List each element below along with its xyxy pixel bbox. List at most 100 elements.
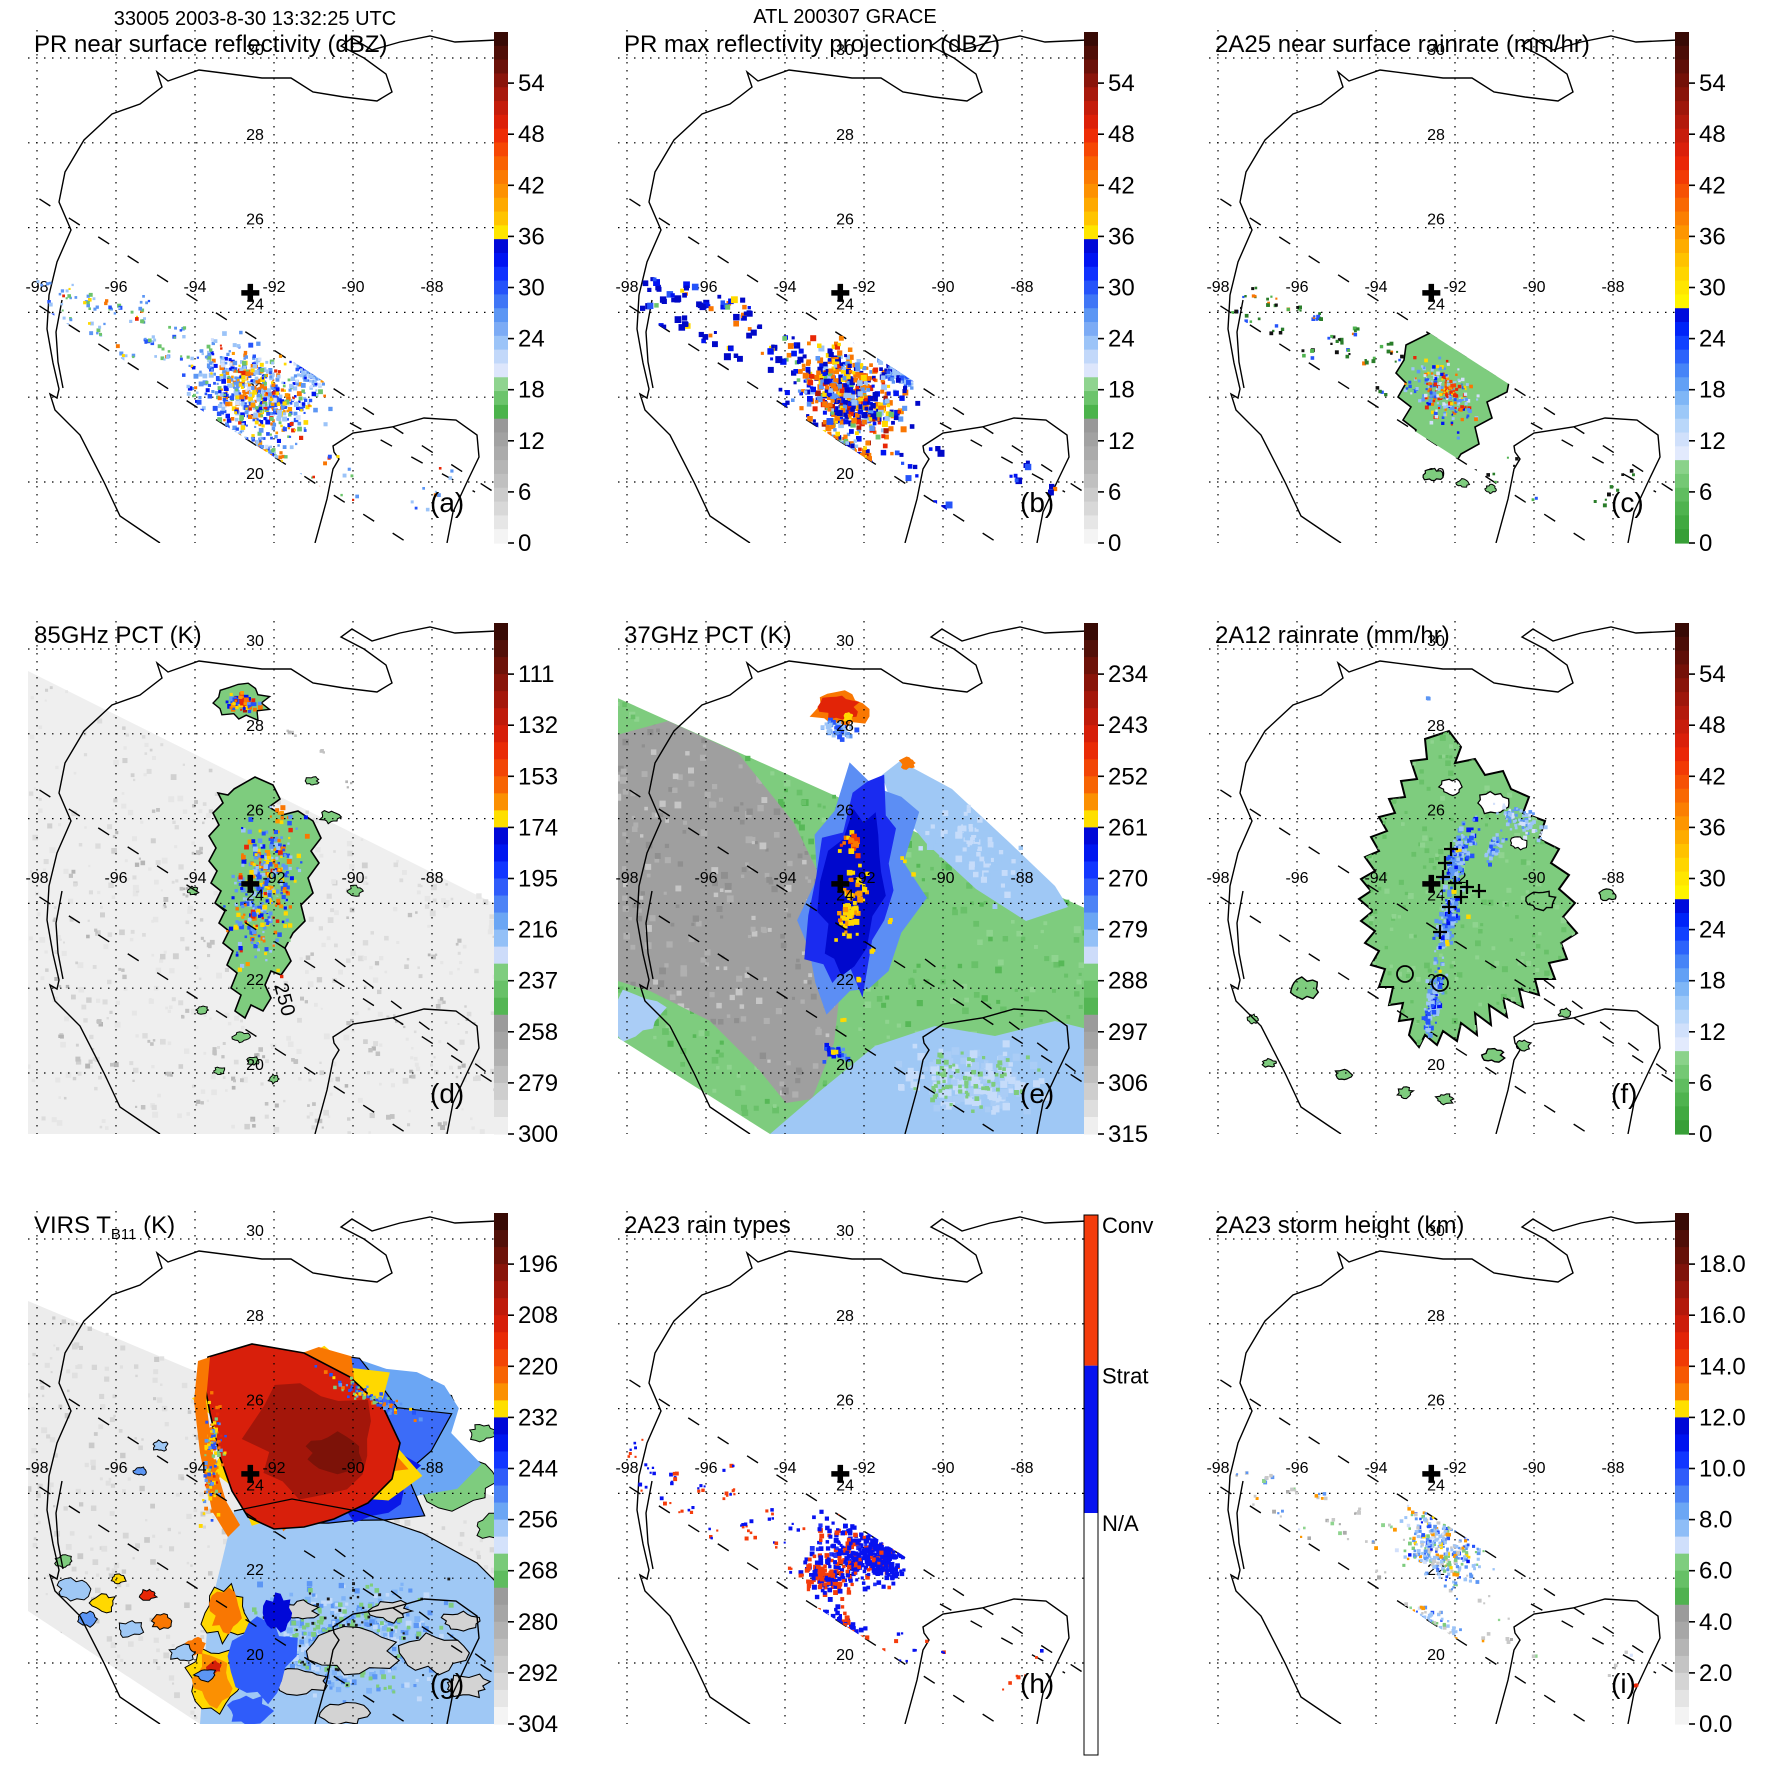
lon-label: -96 xyxy=(694,870,717,887)
lon-label: -92 xyxy=(1443,279,1466,296)
local-max-marker xyxy=(1472,884,1486,898)
colorbar-tick-label: 42 xyxy=(1108,172,1135,199)
lon-label: -98 xyxy=(25,1460,48,1477)
storm-center-marker xyxy=(241,1464,260,1483)
map-field xyxy=(1246,729,1617,1106)
field-blob xyxy=(346,884,365,897)
colorbar-tick-label: 24 xyxy=(1699,917,1726,944)
colorbar-tick-label: 195 xyxy=(518,866,558,893)
lat-label: 30 xyxy=(836,633,854,650)
panel-f: -98-96-94-92-90-883028262422202A12 rainr… xyxy=(1181,591,1771,1181)
panel-letter: (d) xyxy=(430,1078,464,1109)
graticule xyxy=(28,1211,497,1724)
lat-label: 30 xyxy=(1427,42,1445,59)
lat-label: 26 xyxy=(1427,212,1445,229)
colorbar: 54 48 42 36 30 24 18 12 6 0 xyxy=(1675,32,1726,557)
panel-title: 2A12 rainrate (mm/hr) xyxy=(1215,622,1450,649)
colorbar-category-label: N/A xyxy=(1102,1511,1139,1536)
lon-label: -98 xyxy=(25,279,48,296)
lat-label: 26 xyxy=(246,212,264,229)
field-blob xyxy=(618,989,667,1042)
lat-label: 30 xyxy=(1427,633,1445,650)
lon-label: -88 xyxy=(1010,870,1033,887)
lat-label: 20 xyxy=(246,1647,264,1664)
coastline xyxy=(46,35,497,543)
lon-label: -92 xyxy=(852,1460,875,1477)
colorbar-tick-label: 54 xyxy=(1699,70,1726,97)
lon-label: -88 xyxy=(420,279,443,296)
field-blob xyxy=(1289,976,1320,1001)
colorbar-tick-label: 36 xyxy=(1108,223,1135,250)
colorbar-tick-label: 279 xyxy=(1108,917,1148,944)
lon-label: -88 xyxy=(1601,279,1624,296)
lat-label: 22 xyxy=(836,972,854,989)
field-blob xyxy=(186,885,200,896)
field-blob xyxy=(246,1056,260,1066)
lon-label: -92 xyxy=(852,279,875,296)
lon-label: -90 xyxy=(341,279,364,296)
lon-label: -96 xyxy=(694,1460,717,1477)
colorbar-tick-label: 132 xyxy=(518,712,558,739)
map-field xyxy=(618,690,1087,1134)
colorbar-tick-label: 18 xyxy=(518,377,545,404)
colorbar-tick-label: 237 xyxy=(518,968,558,995)
colorbar-tick-label: 261 xyxy=(1108,814,1148,841)
colorbar-tick-label: 0 xyxy=(518,530,531,557)
field-polygon xyxy=(194,1357,240,1537)
field-blob xyxy=(397,1632,471,1676)
lon-label: -94 xyxy=(183,279,206,296)
panel-i: -98 -96 -94 -92 -90 -88 30 28 26 24 22 20 2A23 storm… xyxy=(1181,1181,1771,1771)
colorbar-tick-label: 4.0 xyxy=(1699,1609,1732,1636)
swath-dashes xyxy=(28,781,497,1134)
colorbar: Conv Strat N/A xyxy=(1083,1213,1153,1756)
field-blob xyxy=(77,1610,99,1628)
panel-svg-a: -98-96-94-92-90-88302826242220PR near su… xyxy=(25,30,545,557)
colorbar-tick-label: 234 xyxy=(1108,661,1148,688)
colorbar-tick-label: 300 xyxy=(518,1121,558,1148)
colorbar-tick-label: 18.0 xyxy=(1699,1251,1746,1278)
storm-center-marker xyxy=(831,874,850,893)
lat-label: 30 xyxy=(246,42,264,59)
panel-title: 85GHz PCT (K) xyxy=(34,622,202,649)
storm-center-marker xyxy=(241,283,260,302)
field-blob xyxy=(1598,888,1617,902)
colorbar-tick-label: 232 xyxy=(518,1404,558,1431)
graticule xyxy=(618,1211,1087,1724)
lat-label: 28 xyxy=(1427,1308,1445,1325)
colorbar-tick-label: 6 xyxy=(1108,479,1121,506)
lat-label: 28 xyxy=(836,718,854,735)
coastline xyxy=(1227,626,1678,1134)
lat-label: 26 xyxy=(836,212,854,229)
colorbar: 54 48 42 36 30 24 18 12 6 0 xyxy=(1084,32,1135,557)
lat-label: 26 xyxy=(246,1393,264,1410)
field-blob xyxy=(1525,890,1557,912)
lon-label: -90 xyxy=(341,1460,364,1477)
coastline xyxy=(636,626,1087,1134)
field-blob xyxy=(267,1073,280,1085)
lon-label: -92 xyxy=(262,870,285,887)
graticule xyxy=(618,30,1087,543)
lat-label: 20 xyxy=(836,466,854,483)
lon-label: -90 xyxy=(1522,1460,1545,1477)
colorbar-tick-label: 288 xyxy=(1108,968,1148,995)
colorbar-tick-label: 6 xyxy=(1699,1070,1712,1097)
lon-label: -96 xyxy=(1285,870,1308,887)
data-overlay xyxy=(1396,696,1548,1038)
colorbar-tick-label: 30 xyxy=(518,275,545,302)
lon-label: -94 xyxy=(1364,870,1387,887)
lon-label: -96 xyxy=(104,1460,127,1477)
swath-dashes xyxy=(28,1371,497,1724)
lon-label: -92 xyxy=(1443,1460,1466,1477)
circle-marker xyxy=(1431,974,1449,992)
panel-letter: (e) xyxy=(1020,1078,1054,1109)
local-max-marker xyxy=(1438,856,1452,870)
lat-label: 20 xyxy=(836,1647,854,1664)
panel-letter: (h) xyxy=(1020,1668,1054,1699)
field-blob xyxy=(1480,1047,1506,1063)
panel-a: -98-96-94-92-90-88302826242220PR near su… xyxy=(0,0,590,590)
field-blob xyxy=(305,1431,362,1475)
colorbar-tick-label: 36 xyxy=(1699,223,1726,250)
lon-label: -92 xyxy=(262,1460,285,1477)
